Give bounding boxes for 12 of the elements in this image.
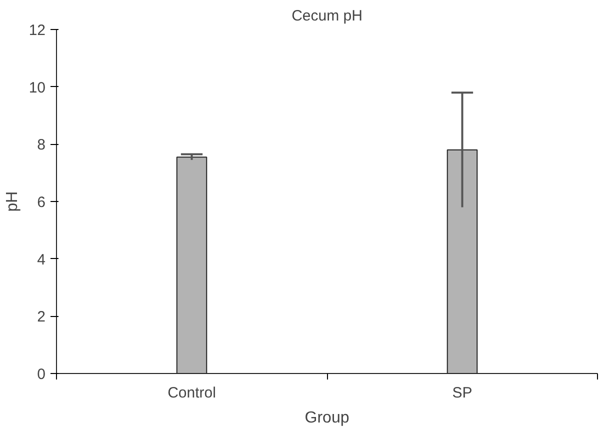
y-tick-label: 6	[37, 194, 46, 211]
chart-title: Cecum pH	[292, 8, 362, 24]
x-axis-title: Group	[304, 410, 350, 426]
y-axis-title: pH	[4, 191, 21, 212]
y-tick-label: 8	[37, 136, 46, 154]
x-tick-label: SP	[452, 384, 472, 402]
y-tick-label: 0	[37, 366, 46, 383]
y-tick-label: 4	[37, 251, 46, 268]
y-tick-label: 12	[28, 22, 46, 39]
x-tick-label: Control	[168, 384, 216, 402]
y-tick-label: 2	[37, 308, 46, 326]
y-tick-label: 10	[28, 79, 46, 96]
